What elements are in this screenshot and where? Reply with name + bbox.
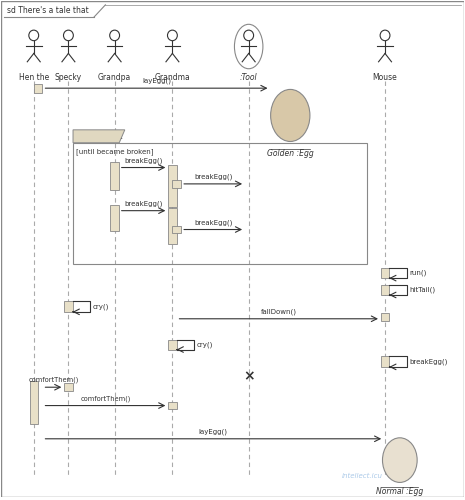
Text: Golden :Egg: Golden :Egg — [267, 149, 314, 158]
Bar — [381, 268, 389, 278]
Text: cry(): cry() — [196, 342, 213, 348]
Bar — [173, 180, 181, 188]
Text: run(): run() — [409, 270, 426, 276]
Text: fallDown(): fallDown() — [261, 308, 297, 315]
Text: comfortThem(): comfortThem() — [80, 395, 131, 402]
Text: loop break: loop break — [76, 132, 122, 141]
Text: breakEgg(): breakEgg() — [194, 219, 232, 226]
Ellipse shape — [383, 438, 417, 482]
Text: Grandpa: Grandpa — [98, 72, 131, 82]
Text: intellect.icu: intellect.icu — [341, 474, 382, 480]
Polygon shape — [73, 130, 125, 142]
Bar — [381, 285, 389, 295]
Text: breakEgg(): breakEgg() — [409, 358, 447, 364]
Bar — [168, 165, 177, 207]
Text: Specky: Specky — [55, 72, 82, 82]
Text: breakEgg(): breakEgg() — [124, 200, 163, 206]
Bar — [34, 84, 42, 92]
Text: Hen the: Hen the — [19, 72, 49, 82]
Text: Mouse: Mouse — [372, 72, 398, 82]
Text: layEgg(): layEgg() — [142, 78, 171, 84]
Text: cry(): cry() — [93, 304, 109, 310]
Bar — [30, 381, 38, 424]
Text: Grandma: Grandma — [154, 72, 190, 82]
Bar — [111, 204, 119, 232]
Bar — [381, 356, 389, 367]
Bar — [168, 340, 177, 349]
Bar — [173, 226, 181, 233]
Bar — [64, 302, 73, 312]
Text: sd There's a tale that: sd There's a tale that — [7, 6, 89, 16]
Bar — [73, 142, 366, 264]
Bar — [111, 162, 119, 190]
Ellipse shape — [271, 90, 310, 142]
Text: layEgg(): layEgg() — [199, 428, 228, 435]
Text: hitTail(): hitTail() — [409, 287, 435, 294]
Bar — [168, 402, 177, 409]
Text: ×: × — [243, 369, 254, 383]
Text: Normal :Egg: Normal :Egg — [376, 488, 424, 496]
Bar — [64, 384, 73, 391]
Text: breakEgg(): breakEgg() — [194, 174, 232, 180]
Text: breakEgg(): breakEgg() — [124, 157, 163, 164]
Text: [until became broken]: [until became broken] — [76, 148, 153, 156]
Bar — [381, 313, 389, 322]
Text: :Tool: :Tool — [240, 72, 258, 82]
Text: comfortThem(): comfortThem() — [28, 376, 79, 383]
Bar — [168, 208, 177, 244]
